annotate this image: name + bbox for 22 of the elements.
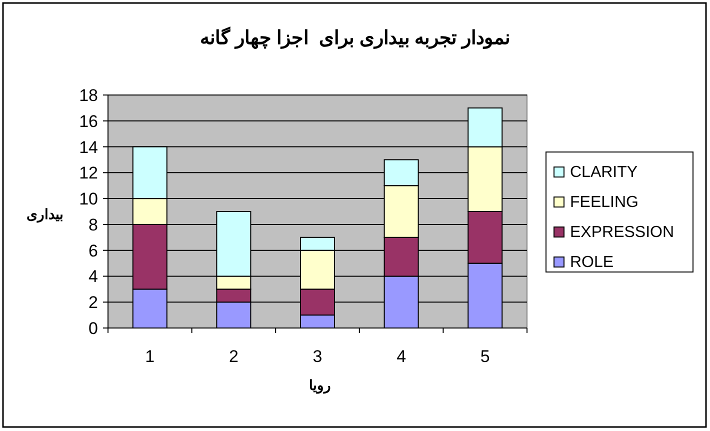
x-tick-label: 2 bbox=[228, 347, 238, 366]
y-tick-label: 8 bbox=[88, 215, 98, 234]
x-axis-title: رویا bbox=[309, 377, 331, 394]
x-tick-label: 1 bbox=[145, 347, 155, 366]
y-tick-label: 10 bbox=[79, 190, 98, 209]
y-axis-title: بیداری bbox=[26, 206, 64, 223]
x-tick-label: 4 bbox=[396, 347, 406, 366]
legend-label: ROLE bbox=[570, 254, 614, 271]
legend-label: CLARITY bbox=[570, 164, 638, 181]
chart-title: نمودار تجربه بیداری برای اجزا چهار گانه bbox=[200, 26, 510, 49]
y-tick-label: 0 bbox=[88, 319, 98, 338]
y-tick-label: 12 bbox=[79, 164, 98, 183]
y-tick-label: 4 bbox=[88, 267, 98, 286]
legend-label: EXPRESSION bbox=[570, 224, 674, 241]
y-tick-label: 6 bbox=[88, 241, 98, 260]
y-tick-label: 14 bbox=[79, 138, 98, 157]
x-tick-label: 5 bbox=[480, 347, 490, 366]
y-tick-label: 16 bbox=[79, 112, 98, 131]
y-tick-label: 18 bbox=[79, 86, 98, 105]
x-tick-label: 3 bbox=[312, 347, 322, 366]
y-tick-label: 2 bbox=[88, 293, 98, 312]
legend-label: FEELING bbox=[570, 194, 638, 211]
